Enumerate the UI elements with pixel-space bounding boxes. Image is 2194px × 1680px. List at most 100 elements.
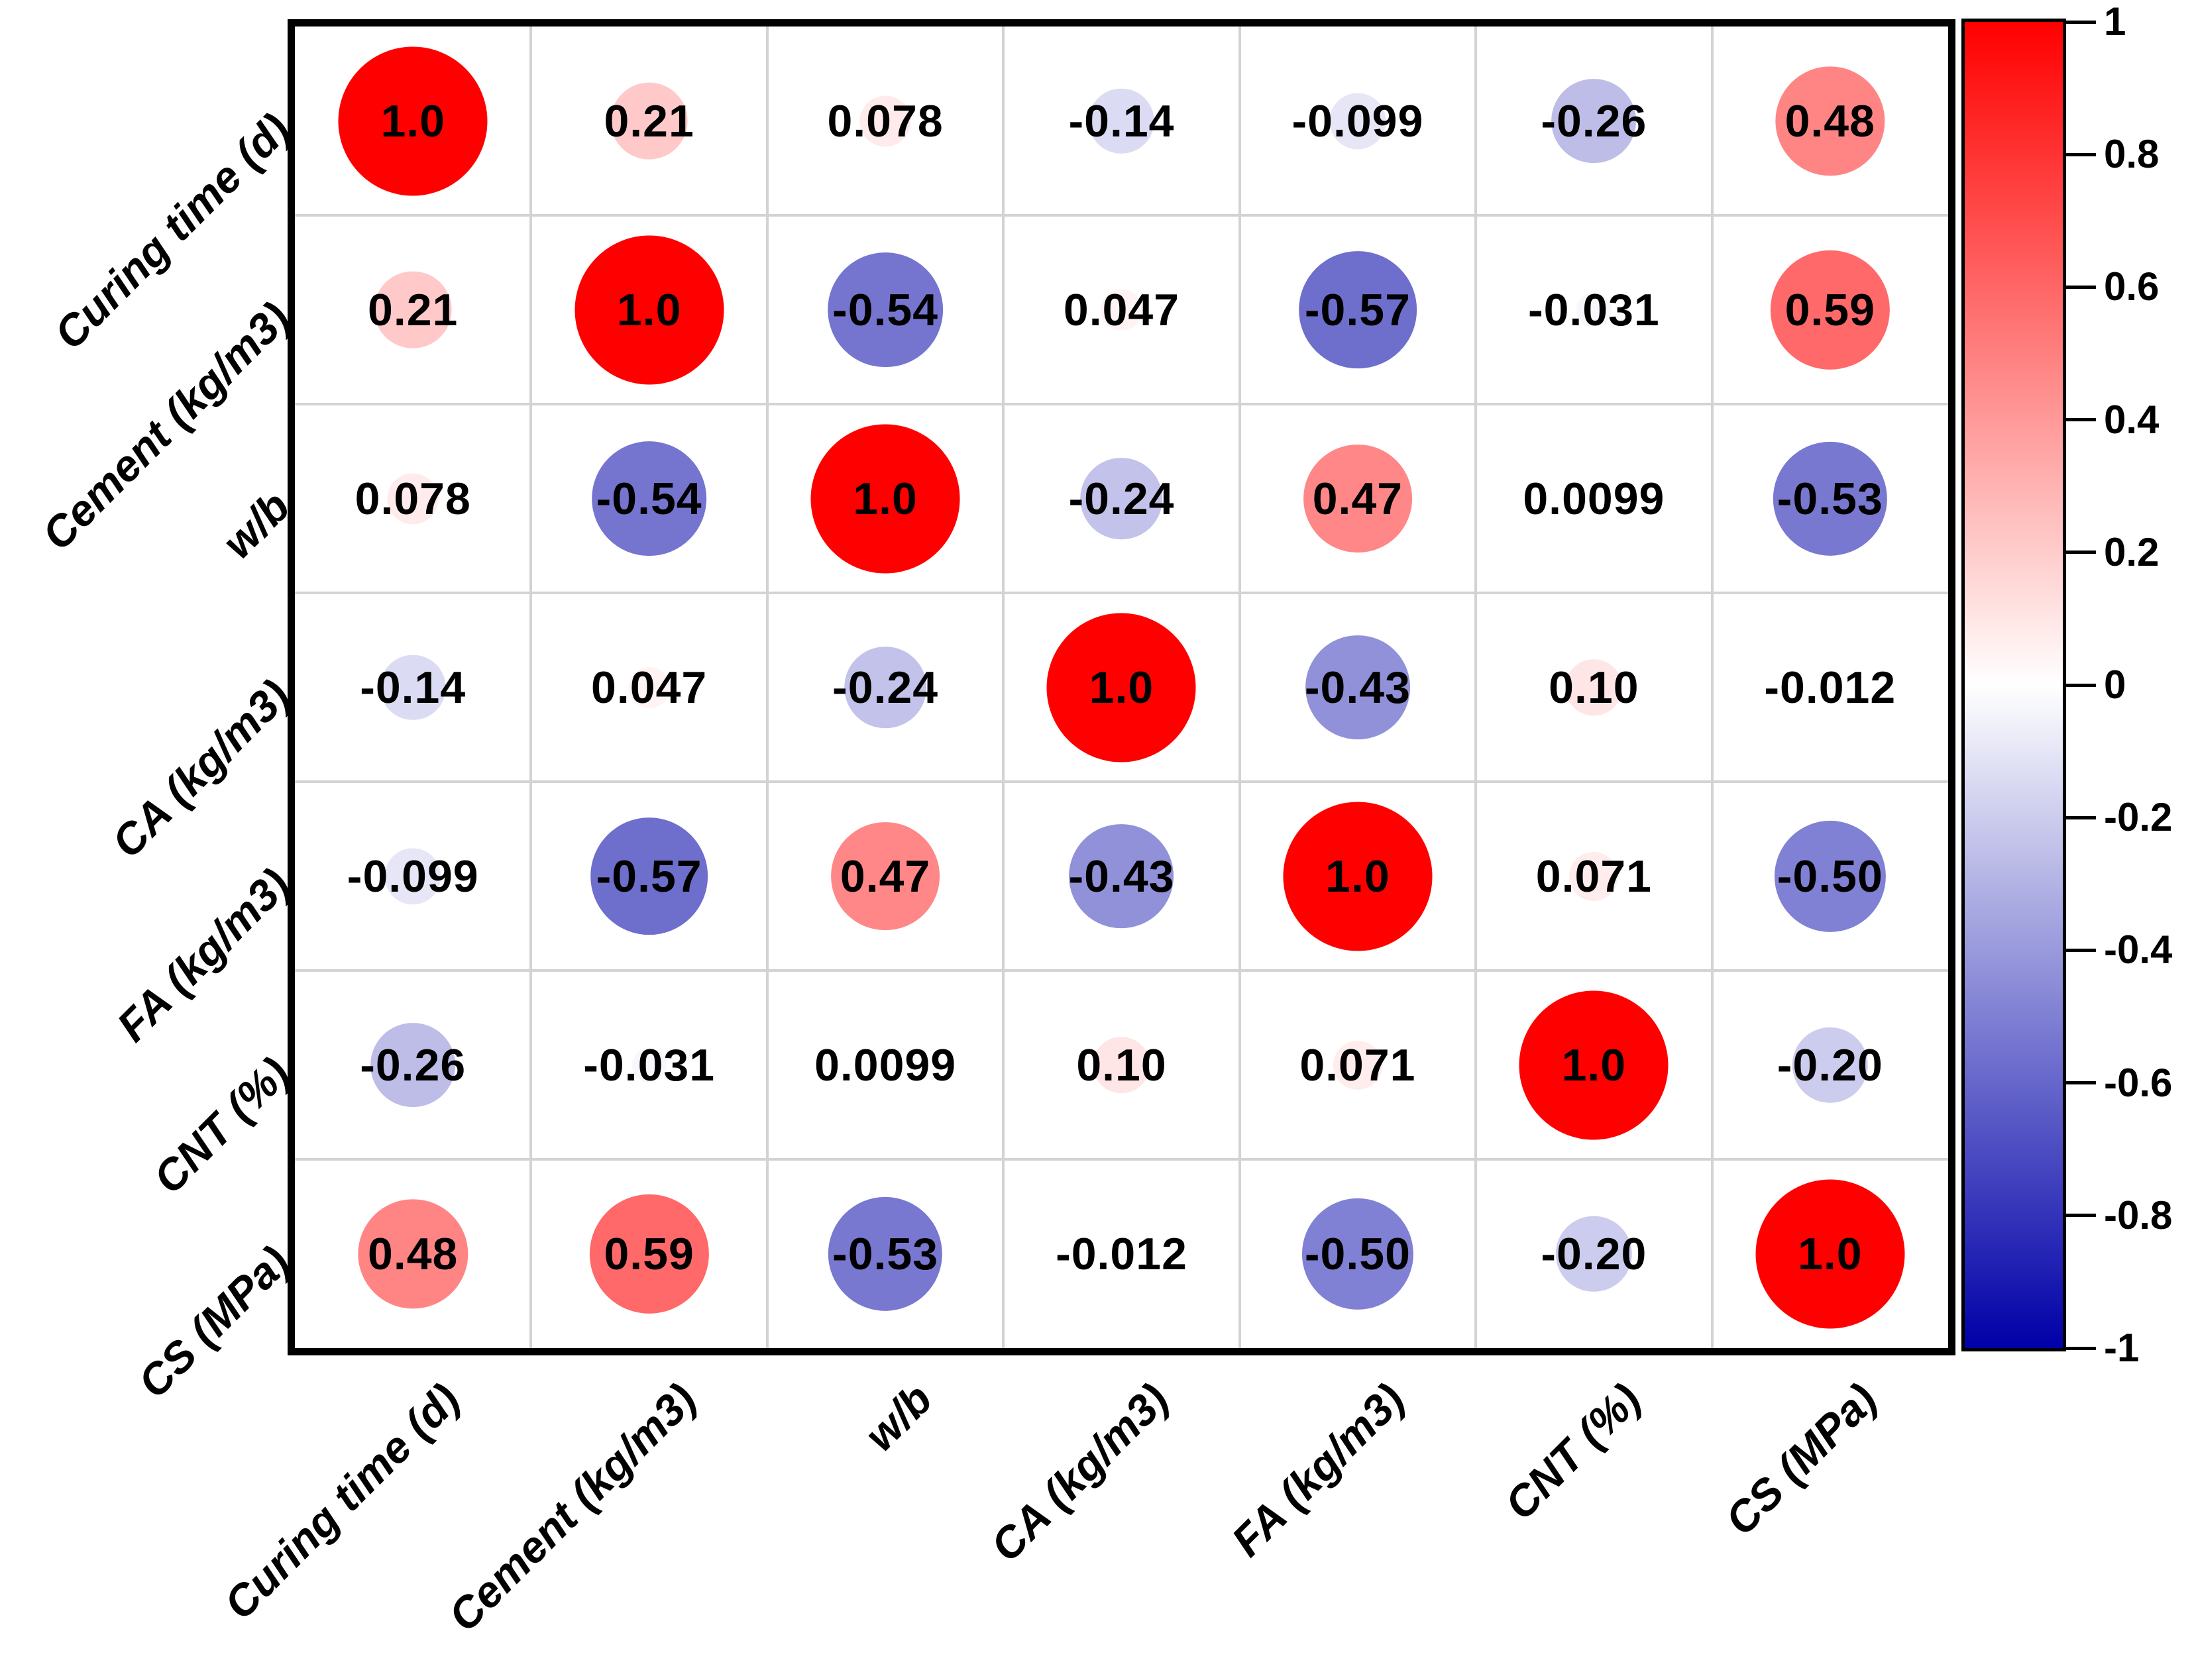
correlation-circle (874, 1054, 897, 1076)
matrix-cell: -0.57 (1240, 215, 1476, 404)
matrix-plot-area: 1.0 0.21 0.078 -0.14 -0.099 -0.26 0.48 0.21 1.0 -… (295, 26, 1948, 1348)
colorbar-tick-label: -0.2 (2104, 795, 2173, 840)
matrix-cell: 1.0 (767, 404, 1003, 593)
correlation-circle (1089, 88, 1154, 154)
correlation-circle (1101, 289, 1142, 331)
correlation-circle (1109, 1241, 1134, 1266)
correlation-value: 1.0 (380, 95, 445, 146)
gridline-vertical (529, 26, 533, 1348)
correlation-value: 0.21 (604, 95, 694, 146)
correlation-value: -0.031 (1527, 284, 1660, 335)
correlation-value: -0.57 (1304, 284, 1411, 335)
colorbar-tick-label: 0 (2104, 662, 2126, 707)
colorbar-tick-label: 1 (2104, 0, 2126, 44)
correlation-value: 1.0 (853, 473, 918, 524)
correlation-circle (828, 252, 943, 368)
x-axis-tick-label: Cement (kg/m3) (438, 1374, 706, 1641)
correlation-circle (831, 821, 940, 931)
matrix-cell: -0.43 (1240, 593, 1476, 782)
matrix-cell: -0.50 (1712, 782, 1948, 971)
correlation-circle (859, 95, 911, 147)
matrix-cell: 0.10 (1003, 971, 1239, 1159)
matrix-cell: 0.59 (531, 1159, 767, 1348)
matrix-cell: 1.0 (531, 215, 767, 404)
matrix-cell: 0.071 (1240, 971, 1476, 1159)
matrix-cell: 0.47 (1240, 404, 1476, 593)
colorbar-tick (2066, 683, 2096, 687)
correlation-circle (358, 1198, 468, 1309)
gridline-horizontal (295, 780, 1948, 783)
correlation-circle (1576, 292, 1612, 327)
correlation-circle (590, 817, 708, 935)
gridline-horizontal (295, 592, 1948, 594)
correlation-value: -0.50 (1777, 851, 1883, 902)
y-axis-tick-label: CS (MPa) (128, 1236, 300, 1407)
correlation-value: -0.43 (1068, 851, 1175, 902)
y-axis-tick-label: FA (kg/m3) (107, 859, 300, 1051)
matrix-cell: 0.071 (1476, 782, 1712, 971)
correlation-circle (575, 235, 724, 384)
colorbar-tick-label: 0.2 (2104, 529, 2160, 574)
correlation-value: 0.59 (604, 1228, 694, 1279)
correlation-value: 0.48 (368, 1228, 459, 1279)
correlation-circle (1818, 675, 1842, 700)
matrix-cell: -0.54 (531, 404, 767, 593)
correlation-circle (1303, 444, 1412, 553)
matrix-cell: -0.099 (1240, 26, 1476, 215)
correlation-value: -0.099 (1291, 95, 1424, 146)
matrix-cell: 0.078 (767, 26, 1003, 215)
matrix-cell: 1.0 (295, 26, 531, 215)
correlation-circle (631, 1047, 667, 1082)
matrix-cell: 0.0099 (767, 971, 1003, 1159)
correlation-value: -0.54 (596, 473, 702, 524)
correlation-value: 0.078 (827, 95, 944, 146)
gridline-vertical (1474, 26, 1478, 1348)
correlation-circle (1333, 1040, 1382, 1090)
correlation-value: -0.099 (347, 851, 479, 902)
correlation-value: -0.20 (1541, 1228, 1647, 1279)
correlation-value: -0.43 (1304, 662, 1411, 713)
correlation-circle (628, 666, 670, 708)
matrix-cell: -0.24 (1003, 404, 1239, 593)
correlation-value: -0.24 (832, 662, 939, 713)
matrix-cell: -0.26 (1476, 26, 1712, 215)
matrix-cell: 0.48 (1712, 26, 1948, 215)
correlation-value: -0.53 (832, 1228, 939, 1279)
correlation-value: 0.48 (1784, 95, 1875, 146)
correlation-circle (1770, 250, 1890, 370)
correlation-value: 1.0 (1325, 851, 1390, 902)
matrix-cell: 1.0 (1476, 971, 1712, 1159)
correlation-value: 0.047 (1063, 284, 1180, 335)
correlation-circle (1080, 457, 1163, 540)
gridline-vertical (1710, 26, 1714, 1348)
colorbar-tick-label: 0.6 (2104, 264, 2160, 309)
correlation-value: 1.0 (616, 284, 682, 335)
y-axis-tick-label: CNT (%) (144, 1047, 300, 1203)
matrix-cell: -0.50 (1240, 1159, 1476, 1348)
correlation-circle (1565, 658, 1623, 716)
matrix-cell: -0.20 (1712, 971, 1948, 1159)
matrix-cell: -0.26 (295, 971, 531, 1159)
matrix-cell: 0.48 (295, 1159, 531, 1348)
matrix-cell: 0.21 (531, 26, 767, 215)
gridline-horizontal (295, 403, 1948, 405)
correlation-value: 0.21 (368, 284, 459, 335)
correlation-circle (1046, 613, 1196, 762)
matrix-cell: 0.10 (1476, 593, 1712, 782)
x-axis-tick-label: w/b (855, 1374, 942, 1461)
x-axis-tick-label: CA (kg/m3) (981, 1374, 1178, 1571)
correlation-value: -0.012 (1056, 1228, 1187, 1279)
correlation-circle (1556, 1216, 1632, 1292)
matrix-cell: -0.031 (1476, 215, 1712, 404)
colorbar (1961, 19, 2066, 1351)
correlation-circle (1755, 1179, 1905, 1328)
gridline-horizontal (295, 1158, 1948, 1161)
matrix-cell: 0.047 (1003, 215, 1239, 404)
colorbar-tick (2066, 20, 2096, 24)
correlation-circle (370, 1022, 456, 1108)
x-axis-tick-label: CS (MPa) (1716, 1374, 1887, 1545)
colorbar-tick (2066, 551, 2096, 554)
correlation-circle (338, 46, 488, 195)
correlation-value: -0.14 (1068, 95, 1175, 146)
matrix-cell: 1.0 (1003, 593, 1239, 782)
